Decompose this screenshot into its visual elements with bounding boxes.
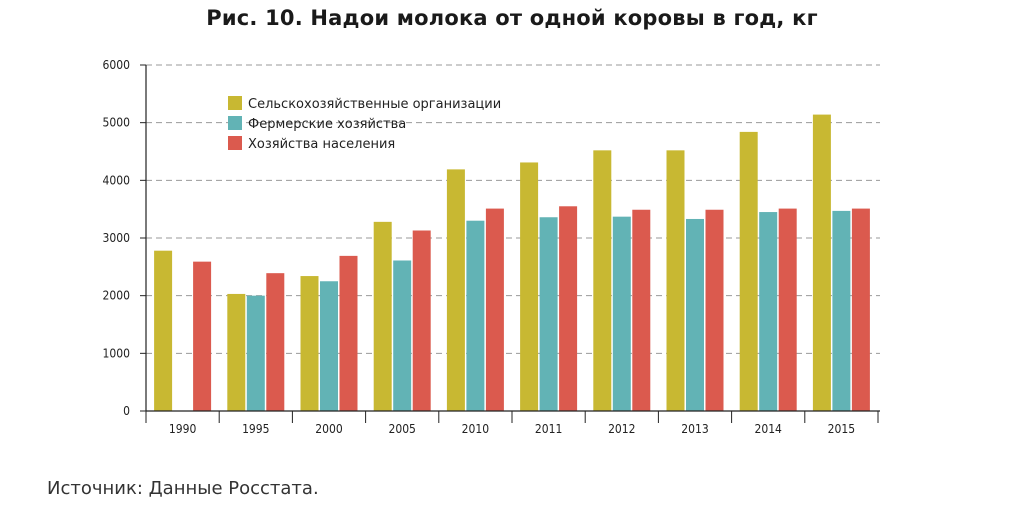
bar	[812, 114, 831, 412]
bar	[446, 169, 465, 411]
x-tick-label: 2000	[315, 422, 343, 436]
bar	[373, 221, 392, 411]
y-tick-label: 6000	[103, 58, 131, 72]
x-tick-label: 2012	[608, 422, 635, 436]
y-tick-label: 4000	[103, 173, 131, 187]
bar	[266, 273, 285, 411]
bar	[686, 218, 704, 411]
bar	[778, 208, 797, 411]
x-tick-label: 2005	[388, 422, 415, 436]
y-tick-label: 2000	[103, 289, 131, 303]
bars	[154, 114, 870, 412]
legend: Сельскохозяйственные организации Фермерск…	[228, 96, 501, 152]
bar	[339, 255, 358, 411]
x-tick-label: 2015	[828, 422, 855, 436]
x-tick-label: 2010	[462, 422, 490, 436]
axes: 0 1000 2000 3000 4000 5000 6000 1990 1995 2000 200…	[103, 58, 880, 436]
bar	[559, 206, 578, 411]
bar	[632, 209, 651, 411]
bar	[612, 216, 631, 411]
bar	[227, 293, 246, 411]
x-tick-label: 2013	[681, 422, 708, 436]
legend-swatch	[228, 96, 242, 110]
legend-label: Фермерские хозяйства	[248, 117, 406, 132]
bar	[485, 208, 504, 411]
bar	[832, 210, 851, 411]
y-tick-label: 1000	[103, 346, 131, 360]
bar	[666, 150, 685, 411]
y-tick-label: 0	[123, 404, 130, 418]
bar	[739, 131, 758, 412]
x-tick-label: 1990	[169, 422, 197, 436]
bar	[246, 295, 265, 411]
bar	[393, 260, 412, 411]
bar	[320, 281, 338, 411]
legend-swatch	[228, 136, 242, 150]
bar	[759, 212, 778, 411]
bar	[193, 261, 212, 411]
bar	[520, 162, 539, 411]
x-tick-label: 2011	[535, 422, 562, 436]
bar	[593, 150, 612, 411]
bar	[851, 208, 870, 411]
x-tick-label: 1995	[242, 422, 269, 436]
y-tick-label: 3000	[103, 231, 131, 245]
bar	[412, 230, 431, 411]
bar	[705, 209, 724, 411]
bar	[466, 220, 485, 411]
legend-swatch	[228, 116, 242, 130]
legend-label: Сельскохозяйственные организации	[248, 97, 501, 112]
bar-chart: 0 1000 2000 3000 4000 5000 6000 1990 1995 2000 200…	[103, 58, 880, 436]
bar	[154, 250, 173, 411]
bar	[300, 276, 319, 411]
source-note: Источник: Данные Росстата.	[47, 478, 319, 499]
x-tick-label: 2014	[754, 422, 782, 436]
bar	[539, 217, 558, 411]
chart-title: Рис. 10. Надои молока от одной коровы в …	[206, 6, 818, 30]
legend-label: Хозяйства населения	[248, 137, 395, 152]
y-tick-label: 5000	[103, 116, 131, 130]
